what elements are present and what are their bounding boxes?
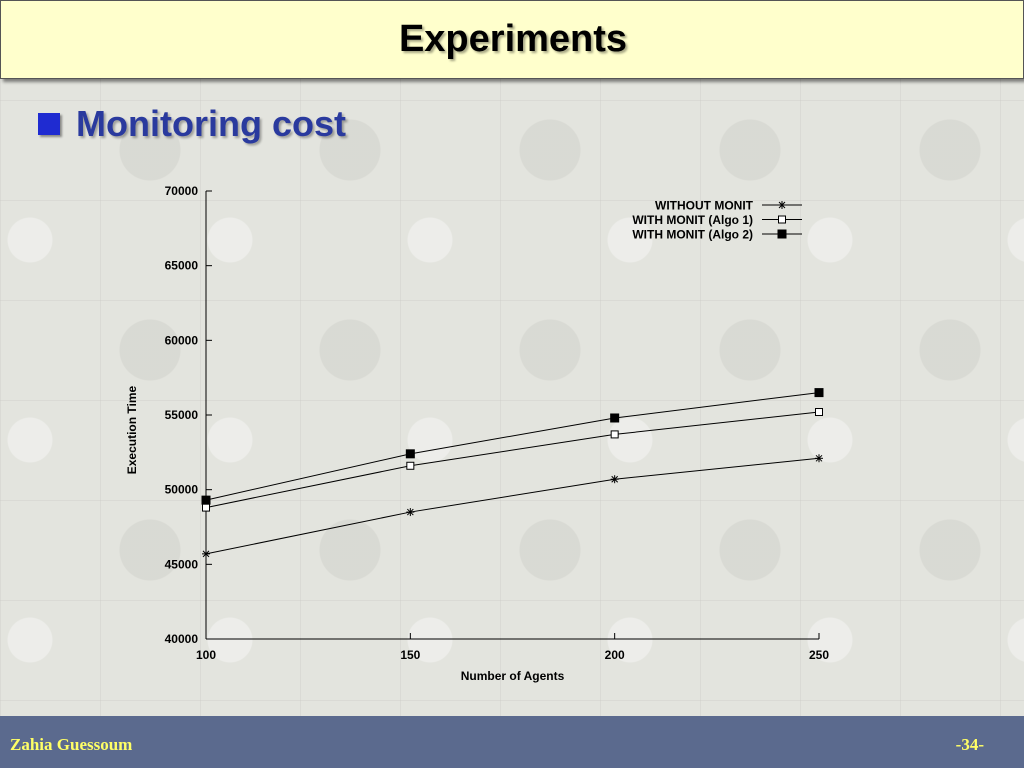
y-tick-label: 45000 — [165, 557, 199, 571]
y-tick-label: 40000 — [165, 632, 199, 646]
x-tick-label: 200 — [605, 648, 625, 662]
star-stroke — [611, 475, 619, 483]
data-point-3 — [201, 495, 211, 505]
data-point-1 — [406, 508, 415, 517]
series-line-2 — [205, 411, 820, 509]
x-tick-label: 150 — [400, 648, 420, 662]
data-point-3 — [814, 388, 824, 398]
data-point-1 — [815, 454, 823, 463]
x-tick-label: 100 — [196, 648, 216, 662]
data-point-2 — [610, 430, 619, 439]
y-tick-label: 55000 — [165, 408, 199, 422]
data-point-3 — [610, 413, 620, 423]
legend-label: WITHOUT MONIT — [655, 199, 754, 213]
star-stroke — [815, 454, 823, 462]
star-stroke — [202, 550, 210, 558]
legend-label: WITH MONIT (Algo 1) — [632, 213, 753, 227]
data-point-3 — [405, 449, 415, 459]
chart-series — [201, 388, 824, 558]
star-stroke — [778, 201, 786, 209]
line-chart: 40000 45000 50000 55000 60000 65000 70000 100 15… — [125, 184, 829, 683]
series-line-1 — [205, 457, 820, 555]
legend-marker — [778, 201, 786, 209]
title-bar: Experiments — [0, 0, 1024, 79]
series-line-3 — [205, 392, 820, 501]
legend-marker — [778, 215, 786, 224]
legend-marker — [777, 229, 787, 239]
y-axis-label: Execution Time — [125, 385, 139, 474]
data-point-2 — [202, 503, 210, 512]
chart-axes: 40000 45000 50000 55000 60000 65000 70000 100 15… — [125, 184, 829, 683]
legend-label: WITH MONIT (Algo 2) — [632, 228, 753, 242]
footer: Zahia Guessoum -34- — [0, 716, 1024, 768]
star-stroke — [406, 508, 414, 516]
data-point-1 — [202, 549, 210, 558]
bullet-text: Monitoring cost — [76, 103, 346, 144]
data-point-2 — [406, 461, 415, 470]
x-axis-label: Number of Agents — [461, 669, 565, 683]
y-tick-label: 50000 — [165, 483, 199, 497]
data-point-2 — [815, 408, 823, 417]
footer-author: Zahia Guessoum — [10, 735, 133, 754]
bullet-square-icon — [38, 113, 60, 135]
data-point-1 — [610, 475, 619, 484]
y-tick-label: 70000 — [165, 184, 199, 198]
slide-title: Experiments — [398, 18, 628, 60]
x-tick-label: 250 — [809, 648, 829, 662]
y-tick-label: 60000 — [165, 333, 199, 347]
page-number: -34- — [955, 735, 984, 754]
y-tick-label: 65000 — [165, 259, 199, 273]
